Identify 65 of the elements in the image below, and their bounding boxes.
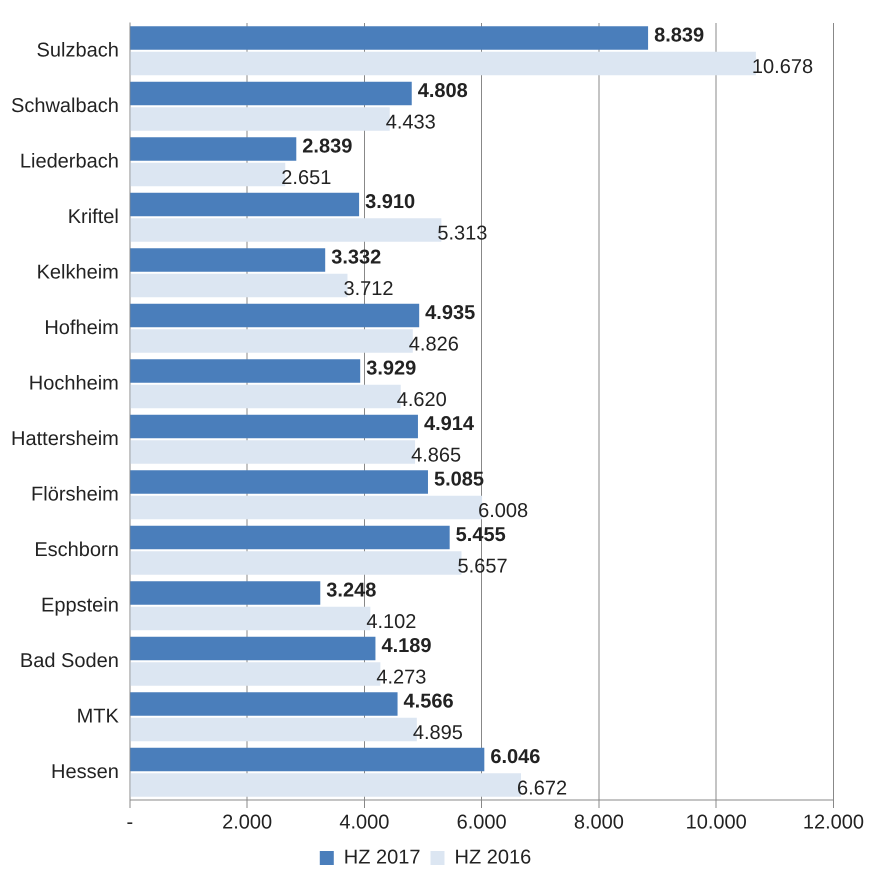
y-tick-label: Hofheim xyxy=(44,316,119,339)
data-label: 4.189 xyxy=(381,635,432,657)
data-label: 5.657 xyxy=(458,556,508,578)
y-tick-label: Hochheim xyxy=(28,372,119,394)
y-tick-label: Eppstein xyxy=(41,594,119,616)
bar xyxy=(130,414,418,438)
y-tick-label: Hessen xyxy=(51,760,119,783)
data-label: 4.808 xyxy=(418,80,468,102)
x-tick-label: 12.000 xyxy=(802,812,864,834)
bar xyxy=(130,192,360,216)
bar xyxy=(130,359,360,383)
bar xyxy=(130,304,420,328)
x-tick-label: 4.000 xyxy=(339,812,390,834)
y-tick-label: Liederbach xyxy=(20,150,119,172)
bar xyxy=(130,26,648,50)
data-label: 4.935 xyxy=(425,302,476,324)
data-label: 8.839 xyxy=(654,24,704,46)
data-label: 2.839 xyxy=(302,136,352,158)
bar xyxy=(130,692,398,716)
data-label: 6.046 xyxy=(490,746,540,768)
data-label: 3.910 xyxy=(365,191,416,213)
data-label: 4.566 xyxy=(404,690,454,712)
data-label: 6.008 xyxy=(478,500,528,522)
data-label: 3.929 xyxy=(366,358,416,380)
y-tick-label: Kelkheim xyxy=(36,261,119,284)
y-tick-label: Bad Soden xyxy=(20,650,119,672)
bar xyxy=(130,748,484,772)
bar xyxy=(130,137,296,161)
data-label: 4.273 xyxy=(376,666,426,689)
bar xyxy=(130,526,450,550)
x-tick-label: 8.000 xyxy=(574,812,624,834)
y-tick-label: Hattersheim xyxy=(11,428,119,450)
bar xyxy=(130,470,428,494)
x-tick-label: 6.000 xyxy=(456,812,507,834)
y-tick-label: Schwalbach xyxy=(11,94,119,117)
data-label: 10.678 xyxy=(752,56,814,78)
y-tick-label: Eschborn xyxy=(34,538,119,561)
data-label: 6.672 xyxy=(517,778,568,800)
x-tick-label: - xyxy=(126,812,134,834)
data-label: 4.102 xyxy=(366,611,416,634)
data-label: 3.712 xyxy=(343,278,394,300)
data-label: 5.455 xyxy=(456,524,506,546)
data-label: 5.085 xyxy=(434,468,484,490)
data-label: 4.865 xyxy=(411,444,462,467)
data-label: 3.248 xyxy=(326,580,376,602)
x-tick-label: 2.000 xyxy=(222,812,272,834)
y-tick-label: Sulzbach xyxy=(36,39,119,62)
data-label: 4.895 xyxy=(412,722,463,744)
legend-label: HZ 2016 xyxy=(454,846,532,869)
data-label: 4.433 xyxy=(386,112,436,134)
y-tick-label: MTK xyxy=(76,705,120,728)
bar xyxy=(130,82,412,106)
bar xyxy=(130,248,326,272)
legend-label: HZ 2017 xyxy=(344,846,421,869)
bar xyxy=(130,581,320,605)
data-label: 4.826 xyxy=(408,334,459,356)
y-tick-label: Flörsheim xyxy=(31,483,119,506)
data-label: 5.313 xyxy=(437,222,488,245)
bar xyxy=(130,636,376,660)
data-label: 3.332 xyxy=(331,246,382,268)
data-label: 2.651 xyxy=(281,167,332,190)
x-tick-label: 10.000 xyxy=(686,812,747,834)
data-label: 4.914 xyxy=(424,413,475,435)
data-label: 4.620 xyxy=(396,389,447,412)
y-tick-label: Kriftel xyxy=(68,206,119,228)
